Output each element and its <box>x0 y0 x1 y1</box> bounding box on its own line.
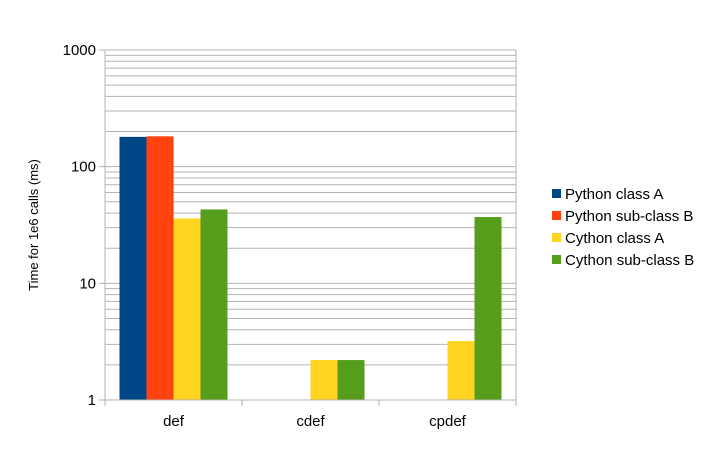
x-tick-label: cdef <box>296 413 325 430</box>
x-tick-labels: def cdef cpdef <box>163 413 467 430</box>
bar-cdef-series-4 <box>337 360 365 400</box>
bar-cdef-series-3 <box>310 360 338 400</box>
y-tick-label: 100 <box>71 159 96 176</box>
y-tick-label: 1000 <box>63 42 96 59</box>
legend-label: Cython sub-class B <box>565 252 694 269</box>
bars-group <box>119 136 502 400</box>
x-tick-label: def <box>163 413 185 430</box>
legend-label: Cython class A <box>565 230 664 247</box>
legend-swatch <box>552 211 561 220</box>
legend: Python class A Python sub-class B Cython c… <box>552 186 694 269</box>
y-tick-label: 10 <box>79 275 96 292</box>
legend-swatch <box>552 233 561 242</box>
y-axis-title: Time for 1e6 calls (ms) <box>26 159 41 291</box>
bar-cpdef-series-4 <box>474 217 502 400</box>
x-tick-label: cpdef <box>429 413 467 430</box>
bar-def-series-1 <box>119 136 147 400</box>
axes-group <box>99 49 517 406</box>
y-tick-label: 1 <box>88 392 96 409</box>
legend-label: Python sub-class B <box>565 208 693 225</box>
y-tick-labels: 1 10 100 1000 <box>63 42 96 409</box>
bar-def-series-4 <box>200 209 228 400</box>
legend-label: Python class A <box>565 186 663 203</box>
legend-swatch <box>552 255 561 264</box>
legend-swatch <box>552 189 561 198</box>
bar-cpdef-series-3 <box>447 341 475 400</box>
bar-def-series-3 <box>173 218 201 400</box>
bar-def-series-2 <box>146 136 174 400</box>
